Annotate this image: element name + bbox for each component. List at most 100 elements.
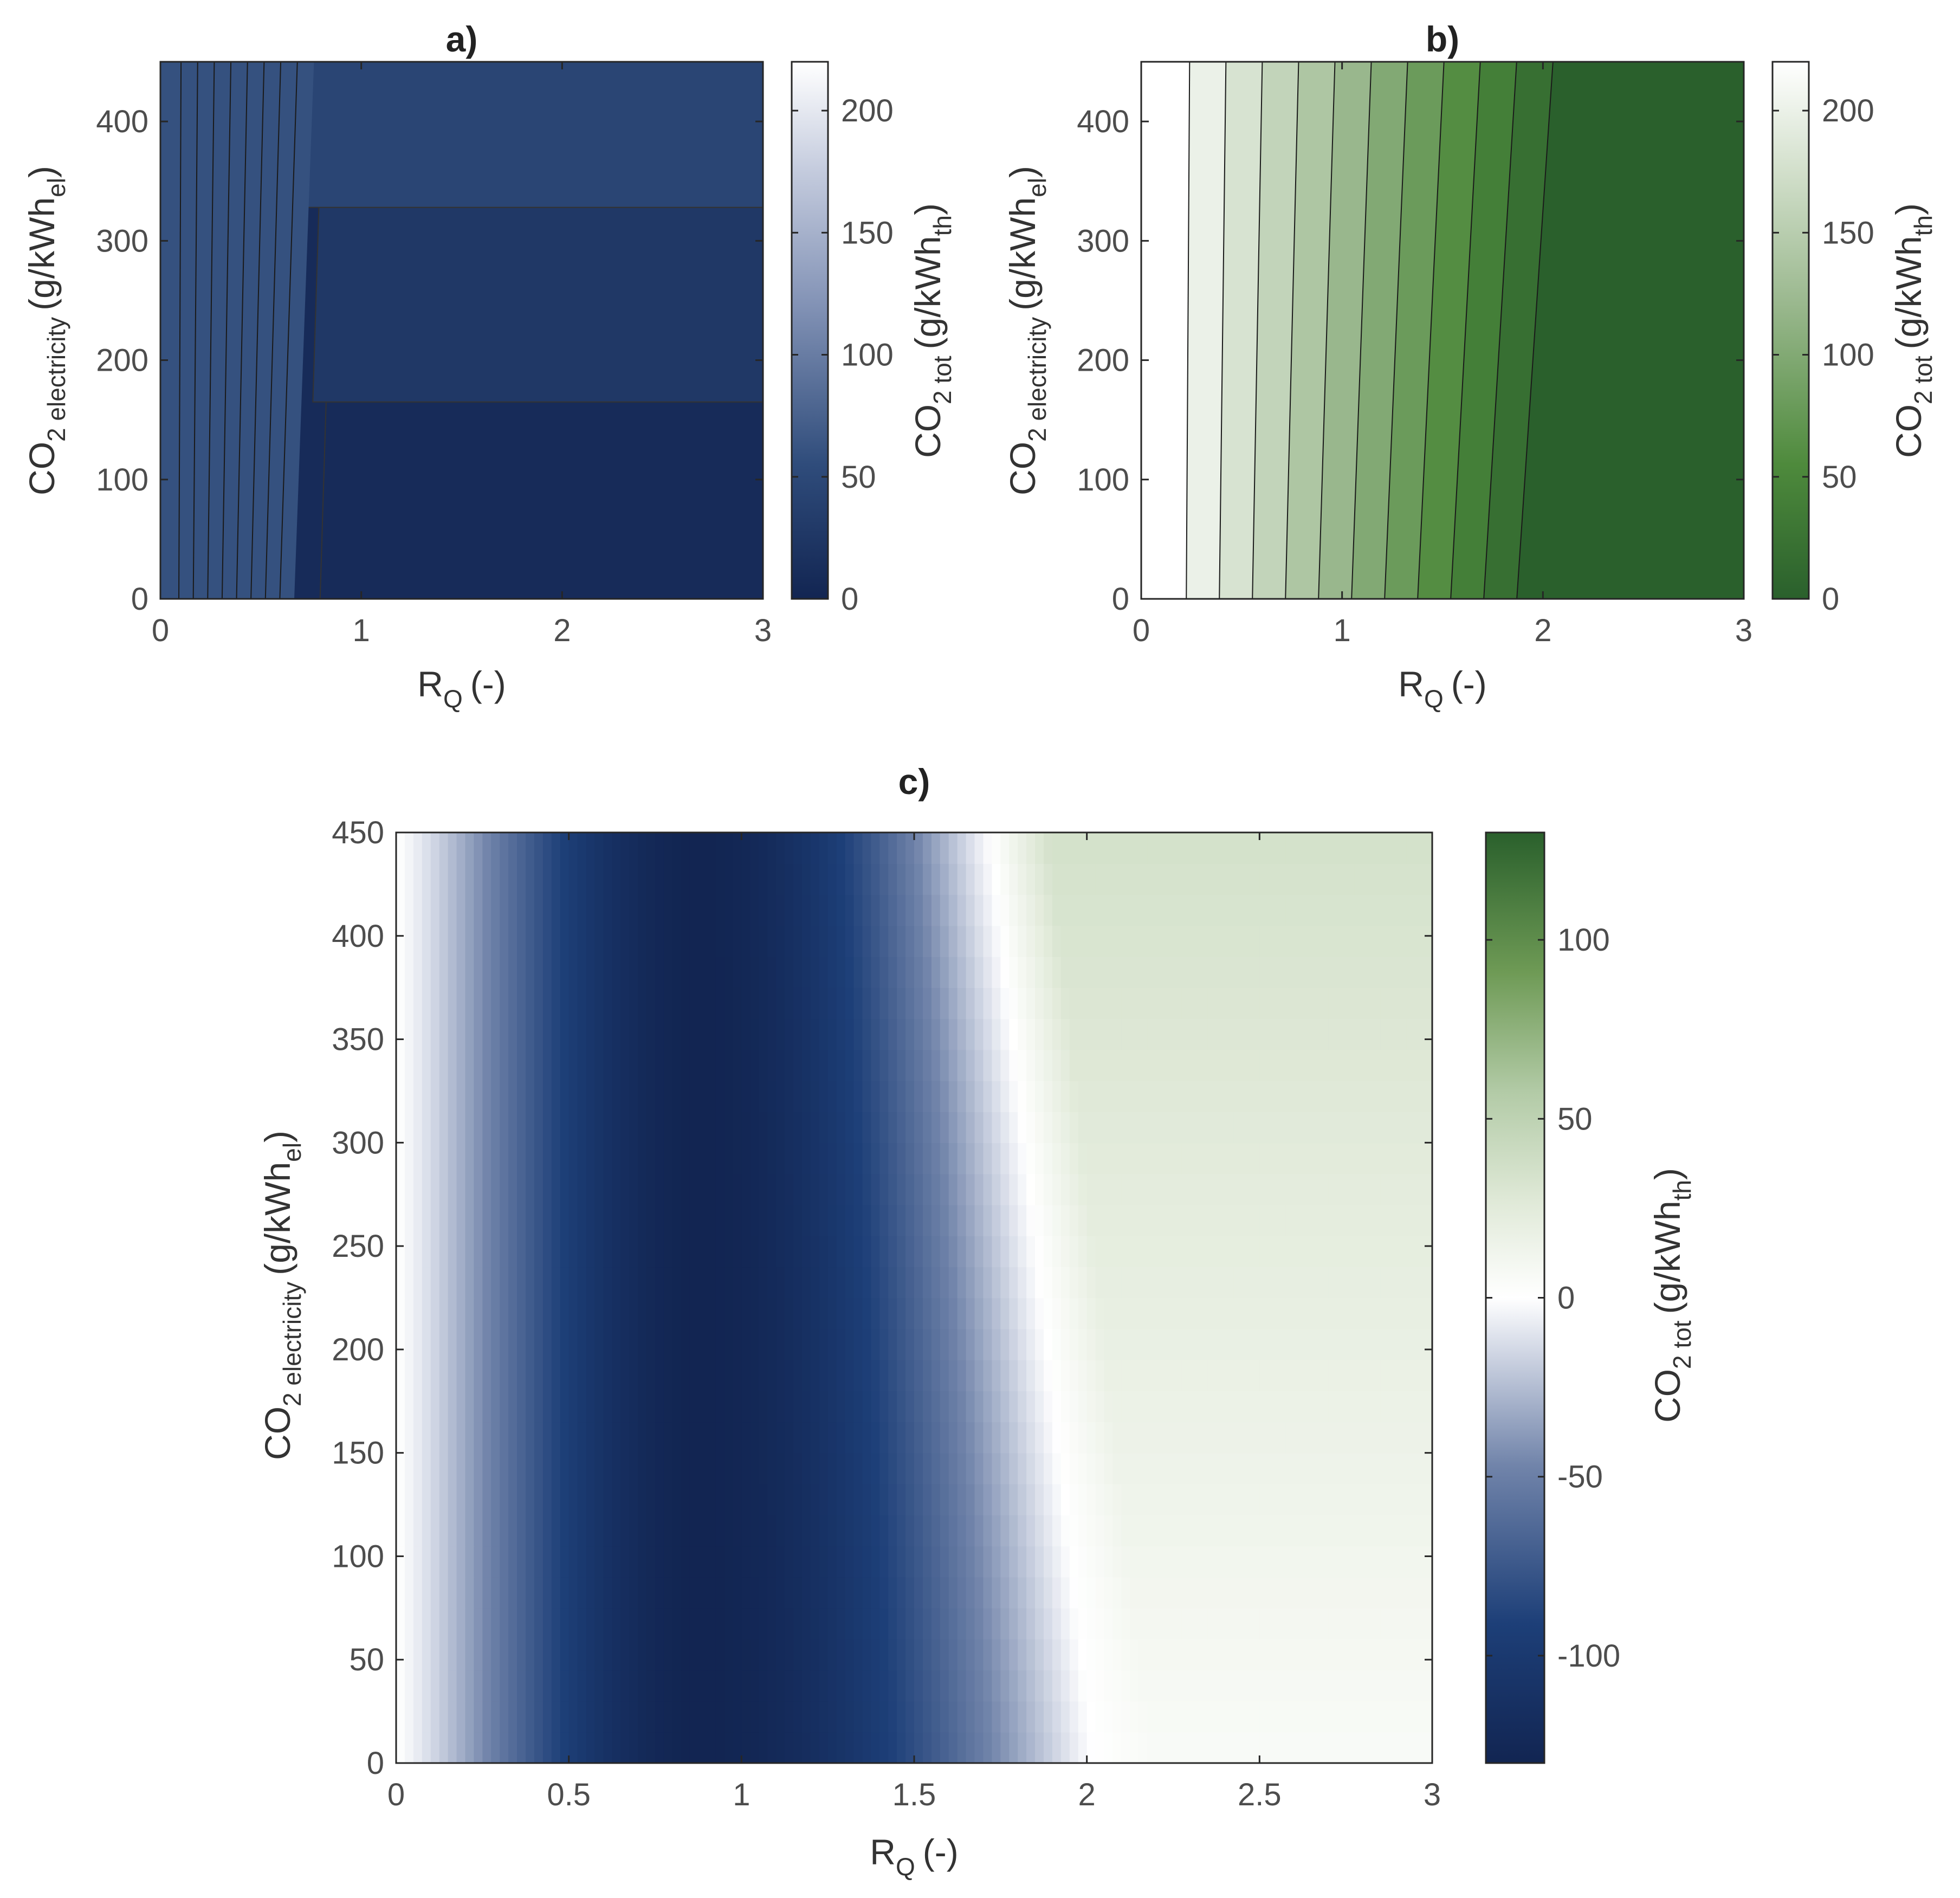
heatmap-cell	[1121, 1204, 1131, 1236]
heatmap-cell	[707, 1142, 716, 1174]
heatmap-cell	[1337, 1732, 1347, 1763]
heatmap-cell	[1380, 1639, 1390, 1671]
heatmap-cell	[966, 1608, 975, 1639]
heatmap-cell	[672, 1701, 682, 1733]
heatmap-cell	[776, 1236, 785, 1268]
heatmap-cell	[1380, 1297, 1390, 1329]
heatmap-cell	[568, 925, 578, 957]
heatmap-cell	[612, 894, 622, 926]
heatmap-cell	[1190, 1670, 1200, 1702]
heatmap-cell	[819, 987, 829, 1019]
heatmap-cell	[448, 1608, 457, 1639]
heatmap-cell	[957, 956, 967, 988]
heatmap-cell	[439, 863, 449, 895]
contour-line	[178, 62, 182, 599]
heatmap-cell	[1398, 1297, 1407, 1329]
heatmap-cell	[1104, 1080, 1114, 1112]
heatmap-cell	[1251, 925, 1260, 957]
heatmap-cell	[1069, 1173, 1079, 1205]
heatmap-cell	[1121, 1328, 1131, 1360]
heatmap-cell	[1018, 1452, 1027, 1484]
heatmap-cell	[568, 1701, 578, 1733]
heatmap-cell	[741, 832, 751, 864]
heatmap-cell	[1225, 1297, 1234, 1329]
heatmap-cell	[1328, 1173, 1338, 1205]
heatmap-cell	[776, 832, 785, 864]
heatmap-cell	[767, 1018, 777, 1050]
heatmap-cell	[785, 1701, 794, 1733]
heatmap-cell	[1285, 1236, 1295, 1268]
heatmap-cell	[551, 1328, 561, 1360]
heatmap-cell	[1268, 1546, 1277, 1578]
heatmap-cell	[1069, 1142, 1079, 1174]
heatmap-cell	[1121, 1359, 1131, 1391]
heatmap-cell	[785, 1173, 794, 1205]
heatmap-cell	[448, 1577, 457, 1609]
heatmap-cell	[785, 1018, 794, 1050]
heatmap-cell	[1389, 956, 1399, 988]
heatmap-cell	[482, 832, 492, 864]
heatmap-cell	[689, 1483, 699, 1515]
heatmap-cell	[1060, 863, 1070, 895]
heatmap-cell	[413, 1732, 423, 1763]
heatmap-cell	[560, 987, 570, 1019]
heatmap-cell	[871, 832, 881, 864]
contour-line	[279, 62, 298, 599]
heatmap-cell	[879, 1204, 889, 1236]
heatmap-cell	[836, 1328, 846, 1360]
heatmap-cell	[1424, 1173, 1432, 1205]
heatmap-cell	[879, 1732, 889, 1763]
heatmap-cell	[862, 894, 872, 926]
heatmap-cell	[698, 863, 708, 895]
heatmap-cell	[793, 1452, 803, 1484]
heatmap-cell	[1086, 956, 1096, 988]
heatmap-cell	[1406, 1236, 1415, 1268]
heatmap-cell	[620, 1577, 630, 1609]
heatmap-cell	[526, 1422, 535, 1454]
heatmap-cell	[724, 1391, 734, 1423]
heatmap-cell	[819, 1267, 829, 1299]
heatmap-cell	[698, 1483, 708, 1515]
heatmap-cell	[430, 1359, 440, 1391]
heatmap-cell	[1259, 1049, 1269, 1081]
heatmap-cell	[465, 1515, 475, 1547]
heatmap-cell	[776, 1608, 785, 1639]
heatmap-cell	[526, 1112, 535, 1144]
heatmap-cell	[1199, 925, 1208, 957]
heatmap-cell	[1009, 1452, 1018, 1484]
heatmap-cell	[845, 1670, 855, 1702]
heatmap-cell	[1026, 832, 1036, 864]
heatmap-cell	[931, 1608, 941, 1639]
heatmap-cell	[396, 1391, 405, 1423]
heatmap-cell	[586, 1732, 596, 1763]
heatmap-cell	[1216, 1577, 1226, 1609]
heatmap-cell	[983, 1391, 993, 1423]
heatmap-cell	[1354, 956, 1364, 988]
heatmap-cell	[681, 1577, 690, 1609]
heatmap-cell	[1018, 894, 1027, 926]
heatmap-cell	[905, 894, 915, 926]
heatmap-cell	[750, 1112, 759, 1144]
heatmap-cell	[1372, 1080, 1381, 1112]
heatmap-cell	[1363, 1546, 1373, 1578]
heatmap-cell	[689, 894, 699, 926]
heatmap-cell	[1112, 1577, 1122, 1609]
heatmap-cell	[1078, 1328, 1088, 1360]
heatmap-cell	[1060, 894, 1070, 926]
heatmap-cell	[750, 1297, 759, 1329]
heatmap-cell	[681, 1173, 690, 1205]
heatmap-cell	[1078, 1359, 1088, 1391]
heatmap-cell	[1372, 1236, 1381, 1268]
heatmap-cell	[482, 925, 492, 957]
heatmap-cell	[1173, 1080, 1182, 1112]
heatmap-cell	[793, 1049, 803, 1081]
heatmap-cell	[1018, 832, 1027, 864]
heatmap-cell	[1165, 863, 1174, 895]
heatmap-cell	[759, 1236, 768, 1268]
heatmap-cell	[931, 1297, 941, 1329]
heatmap-cell	[698, 1080, 708, 1112]
heatmap-cell	[1311, 1267, 1321, 1299]
heatmap-cell	[1044, 1452, 1053, 1484]
heatmap-cell	[1165, 1297, 1174, 1329]
